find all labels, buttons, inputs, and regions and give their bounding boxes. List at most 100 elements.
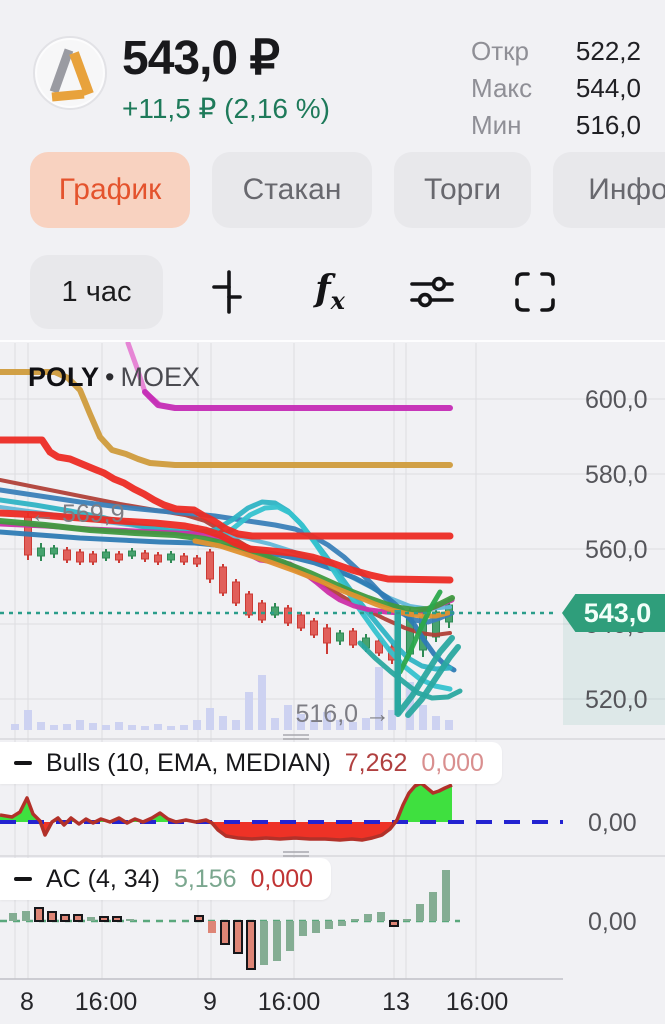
ac-value-1: 5,156 [173, 864, 237, 893]
ac-bar [325, 921, 333, 929]
candle-body [323, 627, 331, 644]
bulls-indicator-label[interactable]: Bulls (10, EMA, MEDIAN) 7,262 0,000 [0, 742, 502, 784]
candle-body [375, 640, 383, 654]
symbol-ticker: POLY [28, 362, 100, 392]
volume-bar [167, 726, 175, 730]
volume-bar [284, 705, 292, 730]
crosshair-icon [212, 270, 242, 314]
candle-body [310, 620, 318, 636]
ac-bar [194, 915, 204, 922]
ac-bar [99, 916, 109, 922]
ac-bar [338, 921, 346, 926]
candle-body [115, 553, 123, 561]
ac-bar [389, 920, 399, 927]
candle-body [284, 607, 292, 624]
candle-body [141, 552, 149, 560]
price-annotation: ← 569,9 [30, 500, 125, 528]
current-price: 543,0 ₽ [122, 32, 280, 85]
instrument-logo [33, 36, 107, 110]
ac-bar [403, 919, 411, 921]
ma-line [357, 640, 463, 701]
ma-line [192, 538, 451, 619]
ac-bar [429, 892, 437, 921]
candle-body [76, 551, 84, 563]
candle-body [37, 547, 45, 557]
candle-body [154, 554, 162, 563]
candle-body [89, 553, 97, 563]
ma-line [405, 644, 461, 718]
ac-bar [233, 920, 243, 954]
stat-open: Откр 522,2 [471, 36, 641, 66]
collapse-indicator-icon [14, 761, 32, 765]
ac-bar [351, 919, 359, 921]
y-axis-label: 600,0 [585, 386, 648, 414]
volume-bar [375, 667, 383, 730]
fullscreen-button[interactable] [503, 255, 567, 329]
stat-high: Макс 544,0 [471, 73, 641, 103]
candle-body [206, 551, 214, 580]
timeframe-button[interactable]: 1 час [30, 255, 163, 329]
volume-bar [63, 724, 71, 730]
volume-bar [219, 716, 227, 730]
volume-bar [141, 726, 149, 730]
functions-button[interactable]: fx [298, 255, 362, 329]
candle-body [193, 557, 201, 565]
ma-line [0, 518, 455, 613]
ac-zero-label: 0,00 [588, 908, 637, 936]
tab-info[interactable]: Инфо [553, 152, 665, 228]
volume-bar [115, 722, 123, 730]
candle-body [102, 551, 110, 559]
x-axis-label: 13 [382, 988, 410, 1016]
y-axis-label: 580,0 [585, 461, 648, 489]
volume-bar [154, 724, 162, 730]
ma-line [397, 589, 443, 675]
current-price-badge: 543,0 [562, 594, 665, 632]
candle-body [63, 549, 71, 561]
collapse-indicator-icon [14, 877, 32, 881]
ac-bar [60, 914, 70, 922]
ac-bar [22, 911, 30, 921]
volume-bar [76, 720, 84, 730]
symbol-separator: • [105, 362, 115, 392]
y-axis-label: 520,0 [585, 686, 648, 714]
candle-body [349, 630, 357, 646]
x-axis-label: 16:00 [258, 988, 321, 1016]
ac-bar [260, 921, 268, 965]
volume-bar [89, 723, 97, 730]
tab-chart[interactable]: График [30, 152, 190, 228]
ac-bar [220, 920, 230, 945]
volume-bar [432, 716, 440, 730]
volume-bar [310, 720, 318, 730]
x-axis-label: 16:00 [446, 988, 509, 1016]
bulls-value-1: 7,262 [344, 748, 408, 777]
volume-bar [37, 722, 45, 730]
ac-bar [286, 921, 294, 951]
volume-bar [349, 722, 357, 730]
function-fx-icon: fx [315, 268, 345, 316]
ohlc-stats: Откр 522,2 Макс 544,0 Мин 516,0 [471, 36, 641, 147]
ma-line [0, 436, 454, 540]
volume-bar [419, 705, 427, 730]
ac-indicator-label[interactable]: AC (4, 34) 5,156 0,000 [0, 858, 332, 900]
price-block: 543,0 ₽ +11,5 ₽ (2,16 %) [122, 30, 330, 125]
x-axis-label: 8 [20, 988, 34, 1016]
ac-bar [312, 921, 320, 933]
indicator-settings-button[interactable] [400, 255, 464, 329]
bulls-line [0, 781, 453, 842]
ac-bar [208, 921, 216, 933]
symbol-exchange: MOEX [120, 362, 201, 392]
ma-line [0, 369, 453, 468]
candle-body [271, 606, 279, 616]
ma-line [395, 635, 455, 717]
tab-orderbook[interactable]: Стакан [212, 152, 372, 228]
crosshair-button[interactable] [196, 255, 260, 329]
candle-body [258, 602, 266, 621]
volume-bar [445, 720, 453, 730]
candle-body [336, 632, 344, 642]
ac-bar [442, 870, 450, 921]
ac-bar [416, 904, 424, 921]
tab-trades[interactable]: Торги [394, 152, 531, 228]
